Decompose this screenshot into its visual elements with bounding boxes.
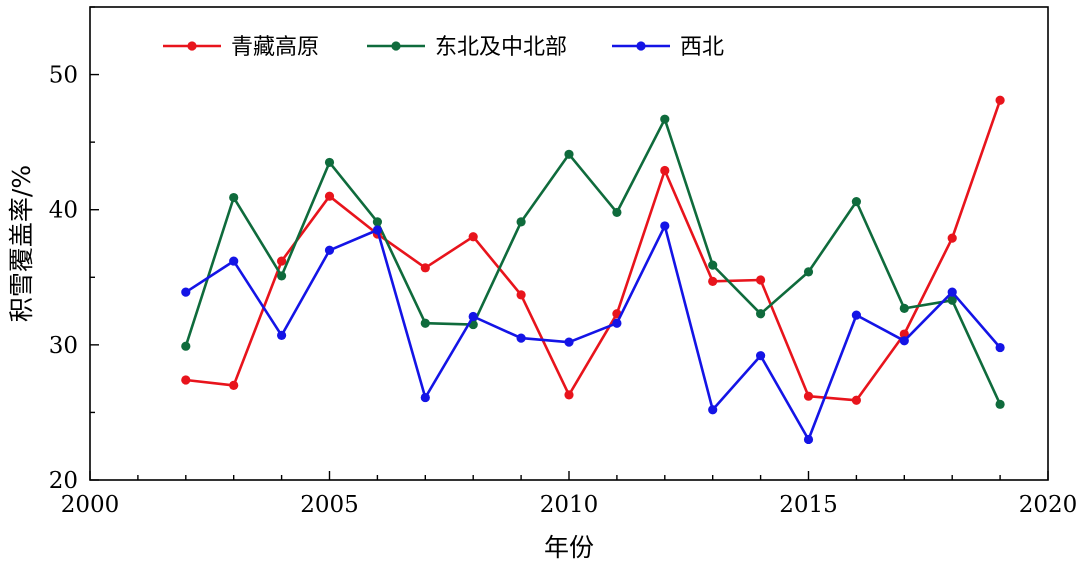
data-point <box>181 375 191 385</box>
data-point <box>229 192 239 203</box>
data-point <box>756 309 766 319</box>
data-point <box>277 330 287 340</box>
data-point <box>995 95 1005 105</box>
data-point <box>660 221 670 231</box>
series-line <box>185 99 1002 402</box>
legend-item-0: 青藏高原 <box>163 35 319 60</box>
data-point <box>851 310 862 320</box>
x-tick-label: 2020 <box>1019 492 1078 518</box>
data-point <box>756 275 766 285</box>
data-point <box>708 405 718 415</box>
data-point <box>947 295 957 305</box>
y-tick-label: 30 <box>49 333 78 359</box>
data-point <box>708 260 718 270</box>
legend-swatch-marker <box>187 41 197 51</box>
data-point <box>324 157 335 168</box>
data-point <box>516 290 526 300</box>
data-point <box>324 245 335 255</box>
data-point <box>420 263 430 273</box>
data-point <box>851 197 862 207</box>
data-point <box>229 256 239 266</box>
data-point <box>468 232 478 242</box>
y-tick-label: 20 <box>49 468 78 494</box>
data-point <box>372 225 382 235</box>
data-point <box>229 380 239 390</box>
data-point <box>277 256 287 266</box>
data-point <box>468 311 478 322</box>
legend-swatch-marker <box>391 41 401 51</box>
data-point <box>995 342 1005 353</box>
data-point <box>612 207 622 218</box>
data-point <box>181 287 191 297</box>
data-point <box>277 271 287 281</box>
x-tick-label: 2005 <box>300 492 359 518</box>
data-point <box>612 318 622 328</box>
y-axis-title: 积雪覆盖率/% <box>7 165 36 322</box>
y-tick-label: 50 <box>49 63 78 89</box>
series-layer <box>181 95 1005 445</box>
legend: 青藏高原 东北及中北部 西北 <box>163 35 724 60</box>
series-line <box>185 224 1002 441</box>
data-point <box>564 390 574 400</box>
data-point <box>516 217 526 227</box>
data-point <box>181 341 191 351</box>
data-point <box>803 391 814 401</box>
data-point <box>564 149 574 159</box>
data-point <box>420 318 430 328</box>
legend-swatch-marker <box>636 41 646 51</box>
legend-label: 青藏高原 <box>231 35 319 60</box>
data-point <box>947 287 957 297</box>
data-point <box>756 351 766 361</box>
data-point <box>420 392 430 403</box>
legend-item-2: 西北 <box>612 35 724 60</box>
series-2 <box>181 221 1005 445</box>
legend-label: 西北 <box>680 35 724 60</box>
series-1 <box>181 114 1005 409</box>
data-point <box>995 399 1005 409</box>
series-0 <box>181 95 1005 405</box>
data-point <box>803 267 814 277</box>
data-point <box>899 336 909 346</box>
x-tick-label: 2010 <box>540 492 599 518</box>
data-point <box>899 329 909 339</box>
x-axis-title: 年份 <box>544 533 594 562</box>
plot-frame <box>89 6 1049 481</box>
data-point <box>803 434 814 445</box>
data-point <box>708 276 718 286</box>
legend-label: 东北及中北部 <box>435 35 567 60</box>
x-tick-label: 2000 <box>61 492 120 518</box>
data-point <box>851 395 862 405</box>
x-tick-label: 2015 <box>779 492 838 518</box>
data-point <box>899 303 909 313</box>
y-tick-label: 40 <box>49 198 78 224</box>
data-point <box>947 233 957 243</box>
data-point <box>564 337 574 347</box>
data-point <box>660 114 670 124</box>
legend-item-1: 东北及中北部 <box>367 35 567 60</box>
data-point <box>372 217 382 227</box>
series-line <box>184 117 1002 405</box>
data-point <box>516 333 526 343</box>
data-point <box>324 191 335 201</box>
data-point <box>660 165 670 176</box>
